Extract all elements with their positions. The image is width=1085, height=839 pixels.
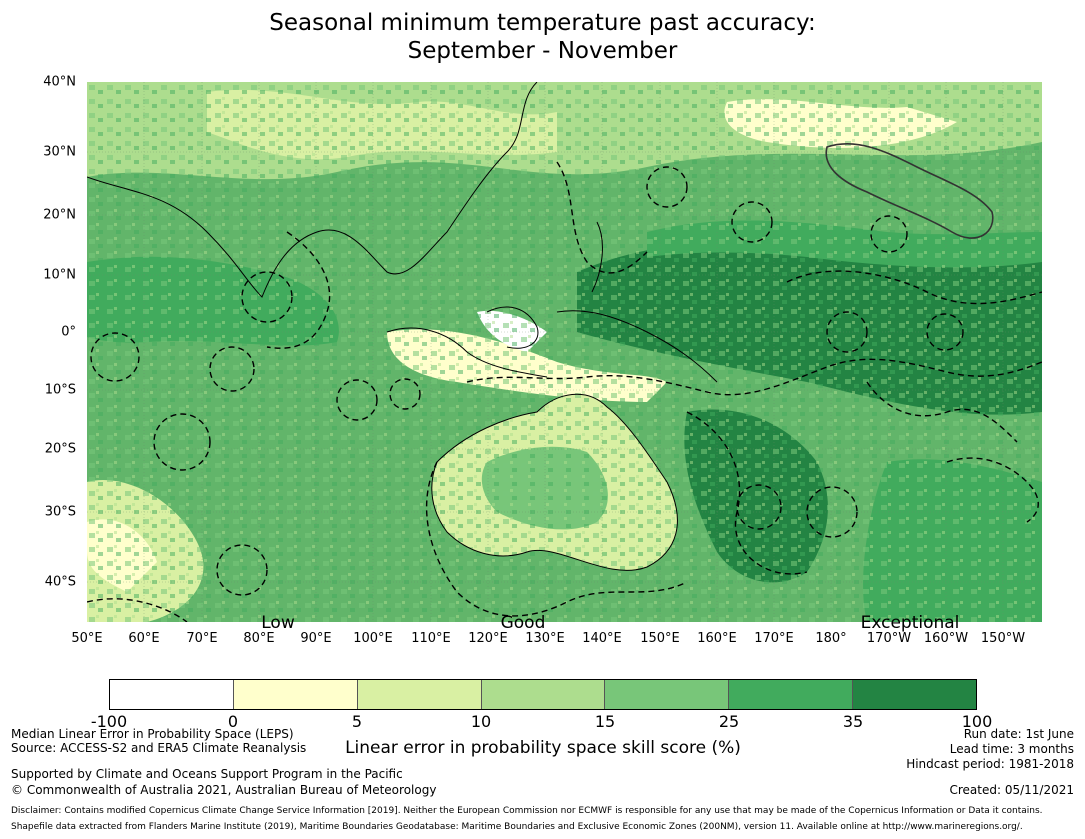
colorbar-tick: 10 — [470, 712, 492, 731]
colorbar-label: Linear error in probability space skill … — [345, 738, 741, 758]
lat-label-10s: 10°S — [44, 382, 76, 398]
footer-copyright: © Commonwealth of Australia 2021, Austra… — [11, 783, 437, 797]
lon-label-50e: 50°E — [71, 631, 103, 646]
category-label-good: Good — [500, 613, 546, 633]
lat-label-30s: 30°S — [44, 504, 76, 520]
colorbar-tick: 0 — [227, 712, 239, 731]
colorbar-swatch-5 — [605, 680, 730, 709]
lon-label-180: 180° — [815, 631, 847, 646]
lon-label-140e: 140°E — [582, 631, 622, 646]
chart-title-line2: September - November — [407, 38, 678, 64]
lon-label-160w: 160°W — [923, 631, 969, 646]
footer-created: Created: 05/11/2021 — [949, 783, 1074, 797]
colorbar-swatch-4 — [481, 680, 606, 709]
lon-label-120e: 120°E — [468, 631, 508, 646]
lat-label-30n: 30°N — [43, 144, 76, 160]
lat-label-40n: 40°N — [43, 74, 76, 90]
footer-lead-time: Lead time: 3 months — [949, 742, 1074, 756]
lon-label-150w: 150°W — [980, 631, 1026, 646]
colorbar-tick: 25 — [718, 712, 740, 731]
lon-label-80e: 80°E — [243, 631, 275, 646]
field-texture — [87, 82, 1042, 622]
footer-disclaimer: Disclaimer: Contains modified Copernicus… — [11, 806, 1043, 816]
lon-label-170e: 170°E — [754, 631, 794, 646]
footer-shapefile-credit: Shapefile data extracted from Flanders M… — [11, 822, 1023, 832]
lon-label-90e: 90°E — [300, 631, 332, 646]
footer-hindcast: Hindcast period: 1981-2018 — [906, 757, 1074, 771]
coastlines — [87, 82, 718, 571]
skill-score-map — [87, 82, 1042, 622]
category-label-low: Low — [261, 613, 295, 633]
colorbar-swatch-7 — [853, 680, 977, 709]
lon-label-110e: 110°E — [411, 631, 451, 646]
lat-label-20n: 20°N — [43, 207, 76, 223]
colorbar-swatch-6 — [729, 680, 854, 709]
colorbar-swatch-1 — [110, 680, 234, 709]
footer-support: Supported by Climate and Oceans Support … — [11, 767, 403, 781]
colorbar — [109, 679, 977, 710]
lon-label-170w: 170°W — [866, 631, 912, 646]
eez-boundaries — [87, 161, 1042, 622]
lon-label-130e: 130°E — [525, 631, 565, 646]
colorbar-tick: -100 — [90, 712, 128, 731]
colorbar-swatch-2 — [233, 680, 358, 709]
colorbar-tick: 15 — [594, 712, 616, 731]
colorbar-tick: 100 — [961, 712, 993, 731]
lon-label-160e: 160°E — [697, 631, 737, 646]
footer-run-date: Run date: 1st June — [963, 727, 1074, 741]
lon-label-150e: 150°E — [640, 631, 680, 646]
lon-label-100e: 100°E — [353, 631, 393, 646]
chart-title-line1: Seasonal minimum temperature past accura… — [269, 10, 816, 36]
lat-label-10n: 10°N — [43, 267, 76, 283]
lat-label-20s: 20°S — [44, 441, 76, 457]
lon-label-70e: 70°E — [186, 631, 218, 646]
lat-label-40s: 40°S — [44, 574, 76, 590]
colorbar-tick: 5 — [351, 712, 363, 731]
footer-method: Median Linear Error in Probability Space… — [11, 727, 294, 741]
category-label-exceptional: Exceptional — [860, 613, 960, 633]
colorbar-swatch-3 — [357, 680, 482, 709]
footer-source: Source: ACCESS-S2 and ERA5 Climate Reana… — [11, 741, 307, 755]
lat-label-0: 0° — [61, 324, 76, 340]
hawaii-eez-outline — [825, 143, 994, 239]
lon-label-60e: 60°E — [128, 631, 160, 646]
colorbar-tick: 35 — [842, 712, 864, 731]
